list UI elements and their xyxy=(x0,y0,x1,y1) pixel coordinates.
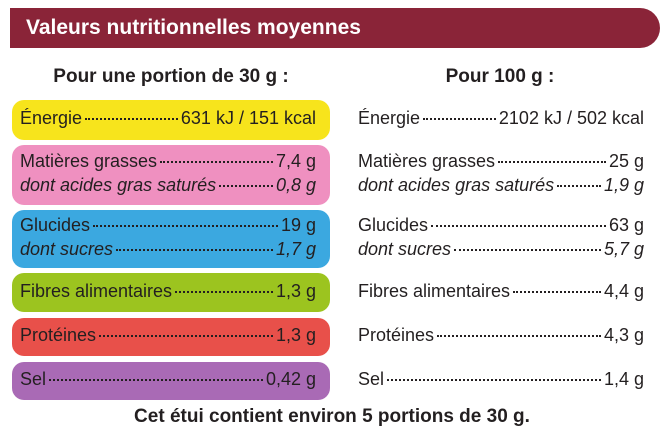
nutrient-value: 4,4 g xyxy=(603,280,644,301)
dot-leader xyxy=(437,335,601,337)
column-header: Pour 100 g : xyxy=(445,66,555,87)
dot-leader xyxy=(93,225,278,227)
nutrient-value: 1,3 g xyxy=(275,280,316,301)
sub-row: dont sucres 1,7 g xyxy=(20,239,316,263)
nutrient-value: 4,3 g xyxy=(603,325,644,345)
row-line: Sel 1,4 g xyxy=(358,369,644,393)
sub-row: dont sucres 5,7 g xyxy=(358,239,644,263)
nutrient-label: Sel xyxy=(358,369,385,389)
nutrient-label: Protéines xyxy=(358,325,435,345)
row-group: Fibres alimentaires 1,3 g xyxy=(20,273,316,312)
dot-leader xyxy=(423,118,496,120)
row-line: Énergie 2102 kJ / 502 kcal xyxy=(358,108,644,132)
nutrient-label: Énergie xyxy=(358,108,421,128)
nutrient-value: 1,9 g xyxy=(603,175,644,195)
row-group: Glucides 63 g dont sucres 5,7 g xyxy=(358,210,644,268)
row-line: Glucides 19 g xyxy=(20,215,316,239)
nutrient-value: 631 kJ / 151 kcal xyxy=(180,108,316,128)
dot-leader xyxy=(454,249,601,251)
dot-leader xyxy=(513,290,601,293)
nutrient-value: 5,7 g xyxy=(603,239,644,259)
nutrient-value: 1,7 g xyxy=(275,239,316,259)
row-box xyxy=(12,318,330,356)
row-box xyxy=(12,273,330,312)
row-line: Énergie 631 kJ / 151 kcal xyxy=(20,108,316,132)
nutrient-value: 0,42 g xyxy=(265,369,316,389)
row-group: Glucides 19 g dont sucres 1,7 g xyxy=(20,210,316,268)
row-line: Fibres alimentaires 1,3 g xyxy=(20,281,316,305)
sub-row: dont acides gras saturés 1,9 g xyxy=(358,175,644,199)
dot-leader xyxy=(49,379,263,381)
nutrient-label: Fibres alimentaires xyxy=(20,280,173,301)
row-box xyxy=(12,210,330,268)
nutrient-label: dont acides gras saturés xyxy=(20,175,217,195)
dot-leader xyxy=(175,290,273,293)
row-group: Énergie 631 kJ / 151 kcal xyxy=(20,100,316,140)
nutrient-label: Glucides xyxy=(358,215,429,235)
row-group: Fibres alimentaires 4,4 g xyxy=(358,273,644,312)
dot-leader xyxy=(557,185,601,187)
header-title: Valeurs nutritionnelles moyennes xyxy=(26,16,361,39)
nutrient-value: 2102 kJ / 502 kcal xyxy=(498,108,644,128)
row-box xyxy=(12,100,330,140)
dot-leader xyxy=(85,118,178,120)
nutrient-value: 25 g xyxy=(608,151,644,171)
row-group: Sel 1,4 g xyxy=(358,362,644,400)
row-group: Matières grasses 25 g dont acides gras sat… xyxy=(358,145,644,205)
nutrient-value: 1,4 g xyxy=(603,369,644,389)
row-line: Sel 0,42 g xyxy=(20,369,316,393)
nutrient-label: Glucides xyxy=(20,215,91,235)
row-line: Glucides 63 g xyxy=(358,215,644,239)
header-bar: Valeurs nutritionnelles moyennes xyxy=(10,8,660,48)
nutrient-value: 1,3 g xyxy=(275,325,316,345)
column-header: Pour une portion de 30 g : xyxy=(53,66,289,87)
row-group: Protéines 4,3 g xyxy=(358,318,644,356)
nutrient-label: dont acides gras saturés xyxy=(358,175,555,195)
nutrient-value: 19 g xyxy=(280,215,316,235)
nutrient-value: 0,8 g xyxy=(275,175,316,195)
nutrient-label: Matières grasses xyxy=(20,151,158,171)
footer-note: Cet étui contient environ 5 portions de … xyxy=(134,406,530,427)
nutrient-value: 7,4 g xyxy=(275,151,316,171)
dot-leader xyxy=(219,185,273,187)
row-line: Fibres alimentaires 4,4 g xyxy=(358,281,644,305)
row-group: Matières grasses 7,4 g dont acides gras sa… xyxy=(20,145,316,205)
nutrient-value: 63 g xyxy=(608,215,644,235)
nutrient-label: Sel xyxy=(20,369,47,389)
dot-leader xyxy=(498,161,606,163)
row-box xyxy=(12,362,330,400)
nutrient-label: Matières grasses xyxy=(358,151,496,171)
row-group: Protéines 1,3 g xyxy=(20,318,316,356)
row-group: Énergie 2102 kJ / 502 kcal xyxy=(358,100,644,140)
dot-leader xyxy=(431,225,606,227)
dot-leader xyxy=(116,249,273,251)
row-line: Protéines 4,3 g xyxy=(358,325,644,349)
nutrient-label: dont sucres xyxy=(20,239,114,259)
sub-row: dont acides gras saturés 0,8 g xyxy=(20,175,316,199)
nutrient-label: Énergie xyxy=(20,108,83,128)
row-box xyxy=(12,145,330,205)
row-line: Matières grasses 25 g xyxy=(358,151,644,175)
dot-leader xyxy=(99,335,273,337)
row-group: Sel 0,42 g xyxy=(20,362,316,400)
dot-leader xyxy=(387,379,601,381)
nutrient-label: Fibres alimentaires xyxy=(358,280,511,301)
row-line: Matières grasses 7,4 g xyxy=(20,151,316,175)
row-line: Protéines 1,3 g xyxy=(20,325,316,349)
nutrient-label: dont sucres xyxy=(358,239,452,259)
dot-leader xyxy=(160,161,273,163)
nutrient-label: Protéines xyxy=(20,325,97,345)
